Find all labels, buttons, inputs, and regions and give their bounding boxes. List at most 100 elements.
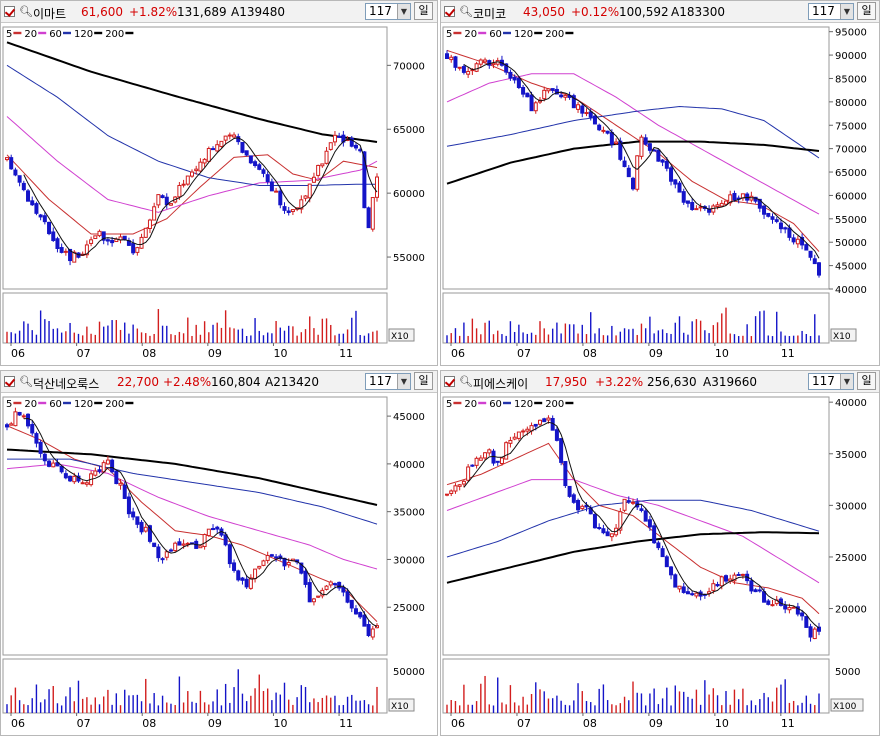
candle-body <box>97 469 102 472</box>
candle-body <box>93 470 98 476</box>
candle-body <box>5 424 9 428</box>
candle-body <box>669 566 674 576</box>
volume-tick-label: 50000 <box>393 667 425 678</box>
candle-body <box>554 88 559 95</box>
y-tick-label: 40000 <box>835 285 867 296</box>
candle-body <box>681 191 686 203</box>
chevron-down-icon[interactable]: ▼ <box>840 4 853 19</box>
volume-unit-box <box>830 328 857 342</box>
candle-body <box>694 592 699 597</box>
candle-body <box>26 190 31 202</box>
checkbox-icon[interactable] <box>4 376 15 387</box>
day-unit-button[interactable]: 일 <box>414 2 433 20</box>
candle-body <box>715 583 720 587</box>
search-icon[interactable]: 🔍︎ <box>459 5 473 18</box>
period-select[interactable]: 117 ▼ <box>808 373 854 390</box>
candle-body <box>160 195 165 199</box>
candle-body <box>491 62 496 66</box>
candle-body <box>223 534 228 546</box>
candle-body <box>516 431 521 439</box>
chart-svg: 40000 35000 30000 25000 20000 5000 X100 06 07 08 0… <box>442 396 867 730</box>
ma-legend-label: 200 <box>105 399 124 410</box>
y-tick-label: 60000 <box>393 189 425 200</box>
candle-body <box>770 216 775 220</box>
candle-body <box>736 573 741 576</box>
candle-body <box>324 585 329 590</box>
candle-body <box>647 143 652 151</box>
candle-body <box>483 59 488 63</box>
candle-body <box>766 212 771 217</box>
candle-body <box>685 591 690 595</box>
stock-change: +1.82% <box>129 5 178 19</box>
candle-body <box>215 526 220 530</box>
candle-body <box>677 182 682 193</box>
search-icon[interactable]: 🔍︎ <box>19 375 33 388</box>
chevron-down-icon[interactable]: ▼ <box>840 374 853 389</box>
candle-body <box>362 151 367 209</box>
day-unit-button[interactable]: 일 <box>857 372 876 390</box>
checkbox-icon[interactable] <box>444 376 455 387</box>
candle-body <box>366 624 371 636</box>
period-select[interactable]: 117 ▼ <box>808 3 854 20</box>
candle-body <box>198 161 203 172</box>
candle-body <box>753 196 758 202</box>
candle-body <box>257 565 262 569</box>
candle-body <box>105 239 110 242</box>
x-tick-label: 07 <box>517 717 531 730</box>
candle-body <box>328 581 333 586</box>
candle-body <box>499 457 504 465</box>
candle-body <box>47 460 52 467</box>
search-icon[interactable]: 🔍︎ <box>459 375 473 388</box>
stock-price: 43,050 <box>523 5 565 19</box>
candle-body <box>307 582 312 603</box>
candle-body <box>349 137 354 147</box>
candle-body <box>126 496 131 515</box>
day-unit-button[interactable]: 일 <box>414 372 433 390</box>
y-tick-label: 25000 <box>835 553 867 564</box>
period-select[interactable]: 117 ▼ <box>365 3 411 20</box>
y-tick-label: 35000 <box>393 508 425 519</box>
stock-volume: 256,630 <box>647 375 697 389</box>
candle-body <box>800 236 805 246</box>
chevron-down-icon[interactable]: ▼ <box>397 4 410 19</box>
candle-body <box>38 214 43 218</box>
candle-body <box>457 484 462 487</box>
candle-body <box>707 591 712 595</box>
candle-body <box>9 157 14 170</box>
chart-panel-duksan: 🔍︎ 덕산네오룩스 22,700 +2.48% 160,804 A213420 … <box>0 370 438 736</box>
candle-body <box>55 462 60 467</box>
candle-body <box>42 453 47 462</box>
candle-body <box>508 71 513 79</box>
day-unit-button[interactable]: 일 <box>857 2 876 20</box>
candle-body <box>461 480 466 485</box>
candle-body <box>677 585 682 590</box>
search-icon[interactable]: 🔍︎ <box>19 5 33 18</box>
stock-code: A213420 <box>265 375 320 389</box>
candle-body <box>240 577 245 581</box>
checkbox-icon[interactable] <box>444 6 455 17</box>
ma-legend-label: 5 <box>6 29 12 40</box>
ma-legend-label: 60 <box>49 29 62 40</box>
chart-svg: 70000 65000 60000 55000 X10 06 07 08 09 10 11 5 20 60… <box>2 26 425 360</box>
y-tick-label: 75000 <box>835 121 867 132</box>
checkbox-icon[interactable] <box>4 6 15 17</box>
candle-body <box>362 614 367 627</box>
stock-name: 이마트 <box>33 7 67 21</box>
chevron-down-icon[interactable]: ▼ <box>397 374 410 389</box>
candle-body <box>114 470 119 485</box>
candle-body <box>470 464 475 467</box>
candle-body <box>592 115 597 125</box>
candle-body <box>580 505 585 510</box>
candle-body <box>190 171 194 177</box>
candle-body <box>68 475 73 482</box>
candle-body <box>525 92 530 98</box>
candle-body <box>669 167 674 182</box>
y-tick-label: 55000 <box>393 253 425 264</box>
volume-unit-box <box>830 698 864 712</box>
period-select[interactable]: 117 ▼ <box>365 373 411 390</box>
candle-body <box>656 542 661 549</box>
ma-line-5 <box>23 137 378 256</box>
x-tick-label: 11 <box>781 347 795 360</box>
chart-panel-emart: 🔍︎ 이마트 61,600 +1.82% 131,689 A139480 117… <box>0 0 438 366</box>
y-tick-label: 35000 <box>835 450 867 461</box>
